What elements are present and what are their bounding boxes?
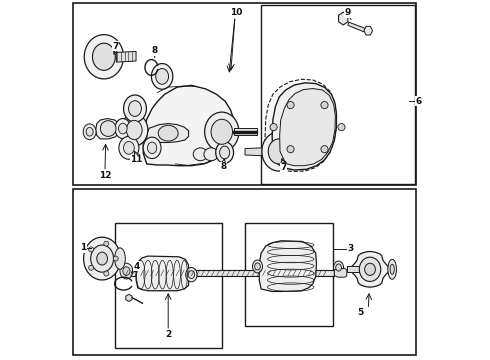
Ellipse shape <box>123 267 130 275</box>
Ellipse shape <box>97 252 107 265</box>
Ellipse shape <box>365 263 375 275</box>
Ellipse shape <box>156 68 169 84</box>
Ellipse shape <box>113 256 118 261</box>
Text: 3: 3 <box>347 244 353 253</box>
Ellipse shape <box>359 257 381 282</box>
Ellipse shape <box>193 148 207 161</box>
Ellipse shape <box>321 102 328 109</box>
Ellipse shape <box>115 248 125 269</box>
Polygon shape <box>143 85 234 166</box>
Polygon shape <box>245 148 262 156</box>
Ellipse shape <box>204 148 218 161</box>
Polygon shape <box>364 26 372 35</box>
Ellipse shape <box>89 247 94 252</box>
Ellipse shape <box>205 112 239 152</box>
Bar <box>73 3 416 185</box>
Text: 12: 12 <box>98 171 111 180</box>
Bar <box>245 223 333 327</box>
Text: 10: 10 <box>230 8 242 17</box>
Ellipse shape <box>83 124 96 140</box>
Ellipse shape <box>255 263 260 270</box>
Ellipse shape <box>334 261 343 274</box>
Polygon shape <box>259 241 317 292</box>
Ellipse shape <box>151 64 173 89</box>
Ellipse shape <box>100 121 116 136</box>
Text: 9: 9 <box>344 8 351 17</box>
Text: 11: 11 <box>130 155 143 164</box>
Ellipse shape <box>338 123 345 131</box>
Text: 2: 2 <box>165 330 172 339</box>
Polygon shape <box>136 256 189 291</box>
Ellipse shape <box>84 35 123 79</box>
Ellipse shape <box>128 101 142 116</box>
Ellipse shape <box>252 260 263 273</box>
Polygon shape <box>339 12 348 25</box>
Bar <box>73 189 416 355</box>
Ellipse shape <box>287 145 294 153</box>
Bar <box>234 128 257 135</box>
Ellipse shape <box>158 125 178 141</box>
Text: 4: 4 <box>134 262 140 271</box>
Ellipse shape <box>126 120 142 140</box>
Ellipse shape <box>262 132 296 171</box>
Ellipse shape <box>388 259 396 279</box>
Text: 7: 7 <box>280 163 287 172</box>
Polygon shape <box>147 123 189 155</box>
Text: 8: 8 <box>152 46 158 55</box>
Ellipse shape <box>186 267 197 282</box>
Bar <box>261 5 415 184</box>
Ellipse shape <box>336 264 342 271</box>
Ellipse shape <box>123 141 134 154</box>
Bar <box>347 266 368 272</box>
Polygon shape <box>351 251 390 287</box>
Text: 6: 6 <box>416 97 422 106</box>
Polygon shape <box>272 83 337 170</box>
Ellipse shape <box>86 127 93 136</box>
Ellipse shape <box>104 271 109 276</box>
Polygon shape <box>117 51 136 62</box>
Text: 5: 5 <box>357 309 363 318</box>
Polygon shape <box>265 79 336 171</box>
Ellipse shape <box>91 245 114 272</box>
Ellipse shape <box>93 43 115 70</box>
Ellipse shape <box>121 114 148 146</box>
Ellipse shape <box>123 95 147 122</box>
Ellipse shape <box>216 142 234 163</box>
Ellipse shape <box>211 119 232 144</box>
Ellipse shape <box>188 271 195 279</box>
Text: 7: 7 <box>112 41 119 50</box>
Ellipse shape <box>287 102 294 109</box>
Ellipse shape <box>120 263 133 279</box>
Polygon shape <box>83 237 121 280</box>
Bar <box>115 223 222 348</box>
Polygon shape <box>280 89 335 166</box>
Ellipse shape <box>119 123 127 134</box>
Polygon shape <box>96 118 121 139</box>
Polygon shape <box>348 22 367 32</box>
Ellipse shape <box>115 118 131 139</box>
Ellipse shape <box>119 136 139 159</box>
Ellipse shape <box>89 265 94 270</box>
Text: 1: 1 <box>80 243 86 252</box>
Ellipse shape <box>104 241 109 246</box>
Ellipse shape <box>390 264 394 274</box>
Text: 8: 8 <box>220 162 227 171</box>
Ellipse shape <box>268 139 290 164</box>
Ellipse shape <box>220 146 230 159</box>
Bar <box>122 270 334 276</box>
Ellipse shape <box>143 137 161 158</box>
Polygon shape <box>126 294 132 301</box>
Polygon shape <box>334 269 347 277</box>
Ellipse shape <box>321 145 328 153</box>
Ellipse shape <box>270 123 277 131</box>
Ellipse shape <box>147 142 157 154</box>
